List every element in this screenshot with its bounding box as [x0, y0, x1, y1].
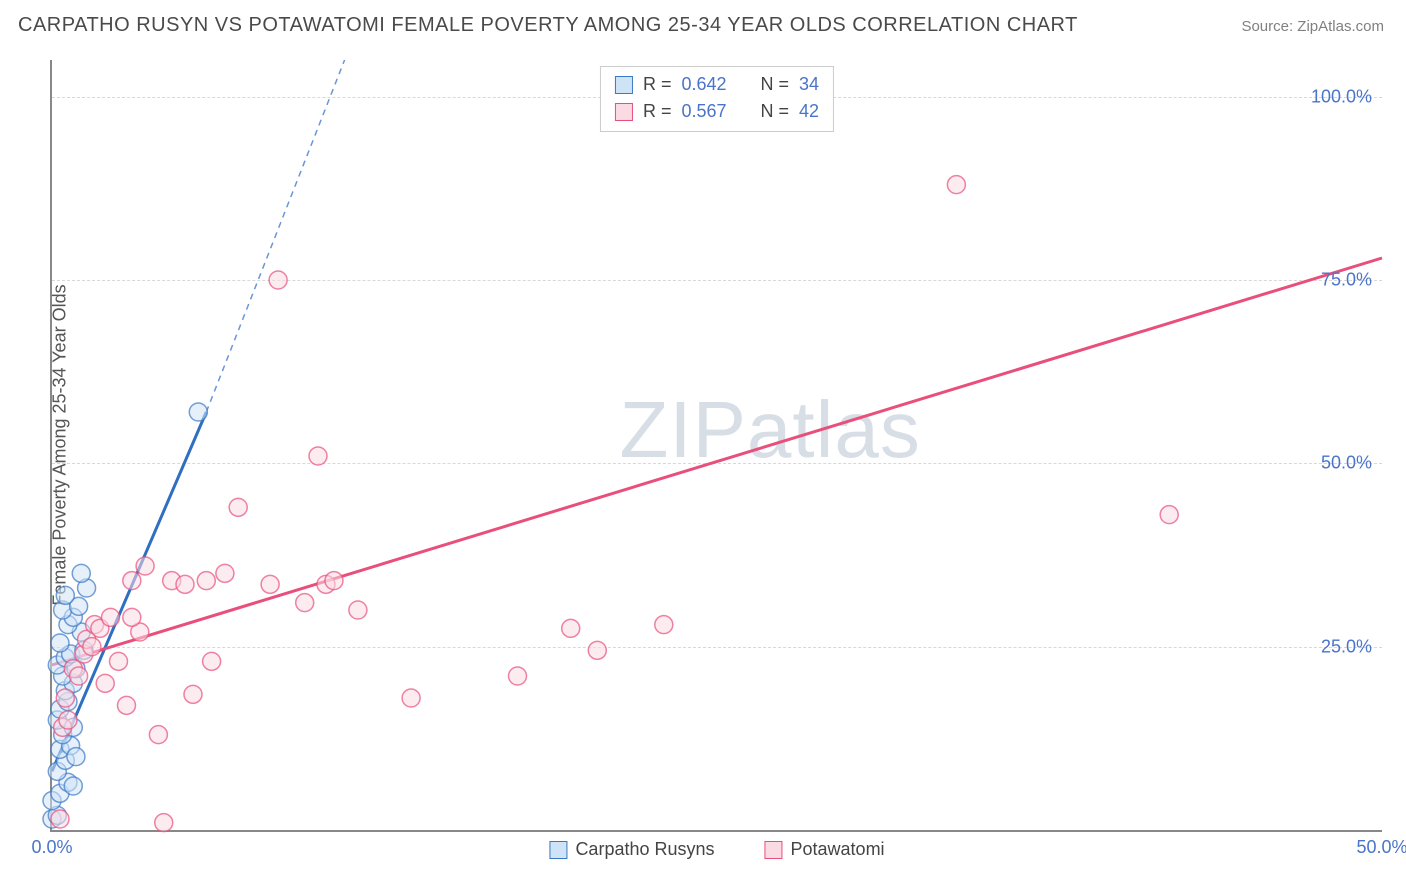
legend-swatch — [549, 841, 567, 859]
x-tick-label: 50.0% — [1356, 837, 1406, 858]
plot-area: Female Poverty Among 25-34 Year Olds ZIP… — [50, 60, 1382, 832]
series-legend: Carpatho Rusyns Potawatomi — [549, 839, 884, 860]
chart-source: Source: ZipAtlas.com — [1241, 18, 1384, 35]
y-tick-label: 100.0% — [1311, 86, 1372, 107]
legend-label: Carpatho Rusyns — [575, 839, 714, 860]
y-tick-label: 25.0% — [1321, 636, 1372, 657]
y-tick-label: 50.0% — [1321, 453, 1372, 474]
legend-label: Potawatomi — [791, 839, 885, 860]
chart-title: CARPATHO RUSYN VS POTAWATOMI FEMALE POVE… — [18, 14, 1078, 37]
legend-item: Potawatomi — [765, 839, 885, 860]
x-tick-label: 0.0% — [31, 837, 72, 858]
chart-svg — [52, 60, 1382, 830]
legend-swatch — [615, 76, 633, 94]
correlation-legend: R = 0.642 N = 34 R = 0.567 N = 42 — [600, 66, 834, 132]
legend-swatch — [765, 841, 783, 859]
legend-item: Carpatho Rusyns — [549, 839, 714, 860]
corr-row: R = 0.642 N = 34 — [615, 71, 819, 98]
legend-swatch — [615, 103, 633, 121]
corr-row: R = 0.567 N = 42 — [615, 98, 819, 125]
y-tick-label: 75.0% — [1321, 270, 1372, 291]
